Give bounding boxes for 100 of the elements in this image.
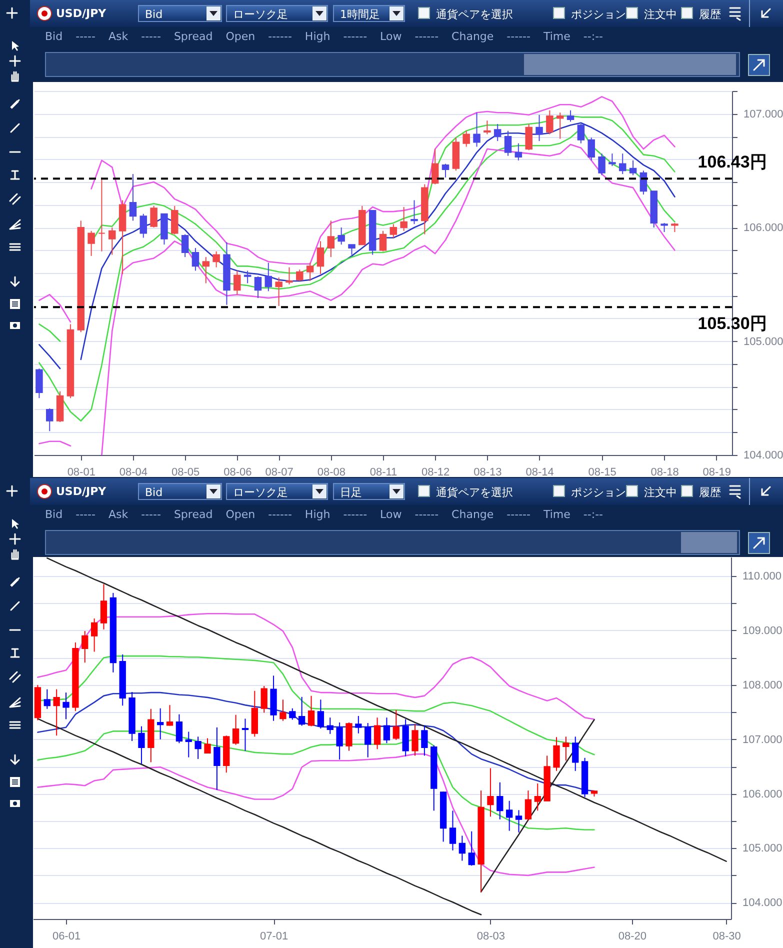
text: ------ — [506, 508, 530, 521]
candlestick — [392, 709, 400, 740]
text: 通貨ペアを選択 — [436, 7, 513, 22]
x-tick-label: 08-07 — [265, 466, 294, 478]
x-tick-label: 08-15 — [588, 466, 616, 478]
text: ポジション — [571, 7, 626, 22]
candlestick — [484, 120, 491, 135]
candlestick — [202, 256, 210, 284]
candlestick — [289, 708, 296, 720]
candlestick — [242, 718, 249, 752]
candlestick — [598, 153, 606, 176]
candlestick — [214, 726, 220, 790]
text: Time — [544, 30, 570, 43]
x-tick-label: 08-03 — [476, 930, 506, 942]
candlestick — [400, 206, 408, 232]
candlestick — [572, 736, 579, 772]
candlestick — [566, 110, 574, 122]
candlestick — [36, 368, 43, 399]
text: ------ — [343, 508, 368, 521]
text: ------ — [268, 508, 292, 521]
candlestick — [108, 227, 116, 256]
candlestick — [181, 234, 189, 258]
candlestick — [379, 230, 387, 252]
text: Low — [380, 508, 402, 521]
x-tick-label: 08-04 — [119, 466, 148, 478]
candlestick — [326, 717, 334, 734]
text: ------ — [414, 30, 439, 43]
text: Open — [226, 508, 256, 521]
text: Bid — [45, 30, 63, 43]
x-tick-label: 08-18 — [650, 466, 679, 478]
candlestick — [44, 688, 50, 710]
candlestick — [410, 200, 418, 225]
candlestick — [629, 160, 637, 176]
candlestick — [286, 266, 293, 285]
candlestick — [53, 688, 60, 736]
candlestick — [166, 704, 174, 726]
candlestick — [348, 244, 356, 256]
candlestick — [82, 630, 88, 664]
candlestick — [275, 277, 282, 306]
candlestick — [138, 726, 145, 764]
x-tick-label: 08-06 — [224, 466, 252, 478]
text: Low — [380, 30, 402, 43]
candlestick — [254, 276, 262, 299]
candlestick — [462, 130, 470, 148]
x-tick-label: 06-01 — [52, 930, 81, 942]
candlestick — [327, 220, 335, 258]
candlestick — [431, 148, 439, 185]
text: ------ — [343, 30, 368, 43]
candlestick — [204, 738, 211, 754]
y-tick-label: 108.000 — [742, 679, 782, 692]
line-series — [37, 753, 595, 876]
text: 注文中 — [644, 485, 677, 500]
text: Open — [226, 30, 256, 43]
text: ------ — [414, 508, 439, 521]
candlestick — [192, 247, 200, 272]
candlestick — [232, 714, 240, 746]
x-tick-label: 08-01 — [67, 466, 96, 478]
candlestick — [316, 240, 324, 275]
candlestick — [671, 222, 678, 233]
x-tick-label: 08-12 — [422, 466, 450, 478]
candlestick — [355, 715, 362, 734]
y-tick-label: 105.000 — [744, 336, 783, 348]
text: ----- — [141, 30, 161, 43]
candlestick — [494, 123, 502, 142]
candlestick — [556, 112, 564, 140]
x-tick-label: 08-08 — [317, 466, 346, 478]
y-tick-label: 107.000 — [742, 734, 782, 746]
text: 通貨ペアを選択 — [436, 485, 513, 500]
candlestick — [150, 205, 158, 228]
x-tick-label: 08-20 — [618, 930, 647, 942]
candlestick — [338, 227, 345, 246]
text: USD/JPY — [56, 7, 106, 20]
y-tick-label: 109.000 — [742, 624, 782, 637]
text: --:-- — [583, 508, 604, 521]
x-tick-label: 08-14 — [526, 466, 554, 478]
candlestick — [90, 618, 98, 652]
candlestick — [473, 112, 480, 148]
candlestick — [46, 408, 54, 432]
candlestick — [536, 114, 543, 142]
x-tick-label: 07-01 — [260, 930, 288, 942]
candlestick — [374, 717, 381, 750]
text: High — [304, 30, 330, 43]
text: Ask — [108, 508, 128, 521]
y-tick-label: 104.000 — [744, 450, 783, 462]
candlestick — [487, 768, 494, 818]
text: Bid — [45, 508, 63, 521]
candlestick — [468, 830, 475, 866]
candlestick — [412, 724, 418, 756]
candlestick — [140, 213, 148, 238]
candlestick — [171, 205, 178, 235]
text: --:-- — [583, 30, 604, 43]
candlestick — [383, 717, 390, 744]
candlestick — [546, 110, 554, 135]
x-tick-label: 08-13 — [474, 466, 502, 478]
y-tick-label: 106.000 — [742, 788, 782, 800]
candlestick — [194, 736, 202, 760]
candlestick — [506, 800, 513, 832]
candlestick — [336, 722, 343, 760]
text: 履歴 — [699, 485, 721, 500]
candlestick — [421, 725, 428, 756]
